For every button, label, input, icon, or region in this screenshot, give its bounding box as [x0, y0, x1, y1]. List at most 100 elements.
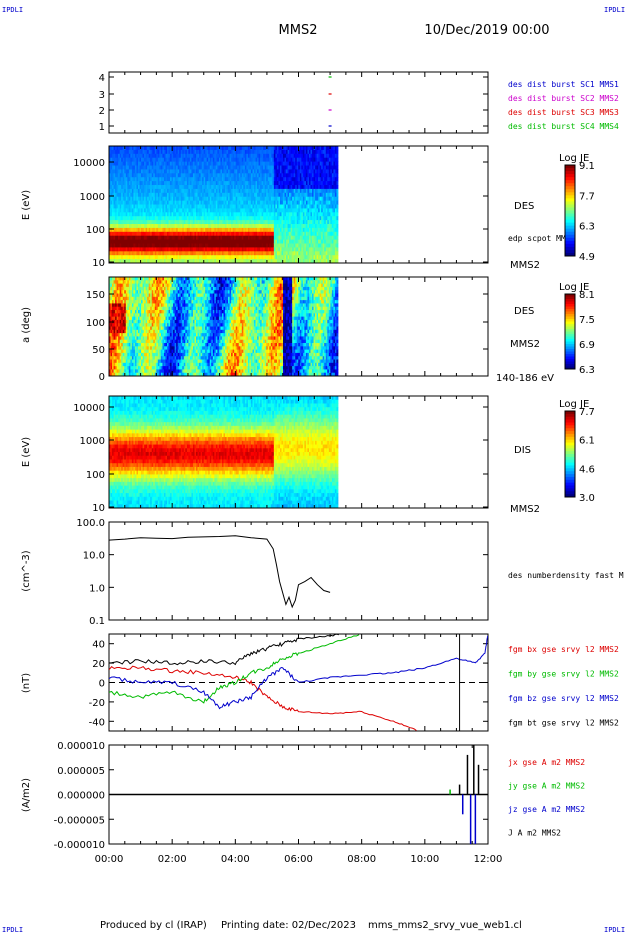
des-energy-panel-cell [250, 181, 253, 186]
des-energy-panel-cell [167, 177, 169, 182]
des-energy-panel-cell [154, 196, 157, 201]
des-energy-panel-cell [188, 243, 191, 248]
des-energy-panel-cell [276, 188, 279, 194]
des-energy-panel-cell [139, 247, 142, 252]
des-energy-panel-cell [322, 220, 325, 225]
des-energy-panel-cell [136, 188, 139, 194]
des-pitch-panel-cell [113, 310, 116, 314]
des-energy-panel-cell [319, 157, 322, 162]
des-energy-panel-cell [154, 259, 157, 264]
des-energy-panel-cell [154, 173, 157, 178]
des-energy-panel-cell [281, 239, 284, 244]
des-energy-panel-cell [261, 181, 264, 186]
des-pitch-panel-cell [124, 326, 127, 331]
des-energy-panel-cell [127, 173, 130, 178]
des-energy-panel-cell [284, 165, 287, 170]
des-energy-panel-cell [319, 220, 322, 225]
des-energy-panel-cell [125, 235, 128, 240]
des-energy-panel-cell [112, 200, 114, 205]
des-energy-panel-cell [225, 157, 227, 162]
des-pitch-panel-cell [122, 369, 125, 374]
des-energy-panel-cell [131, 169, 134, 174]
des-energy-panel-cell [318, 169, 321, 174]
des-energy-panel-cell [136, 243, 139, 248]
des-energy-panel-cell [125, 251, 128, 256]
des-energy-panel-cell [319, 181, 322, 186]
des-energy-panel-cell [205, 200, 208, 205]
des-energy-panel-cell [325, 208, 328, 213]
des-energy-panel-cell [295, 165, 298, 170]
des-energy-panel-cell [215, 235, 218, 240]
des-energy-panel-cell [281, 196, 284, 201]
des-energy-panel-cell [278, 165, 281, 170]
des-pitch-panel-cell [119, 362, 122, 367]
des-energy-panel-cell [179, 200, 182, 205]
des-energy-panel-cell [287, 185, 290, 190]
des-energy-panel-cell [119, 251, 122, 256]
des-energy-panel-cell [192, 165, 195, 170]
des-energy-panel-cell [116, 149, 119, 155]
des-energy-panel-cell [289, 247, 292, 252]
des-energy-panel-cell [121, 231, 124, 237]
des-energy-panel-cell [157, 231, 160, 237]
des-pitch-panel-cell [116, 362, 119, 367]
des-energy-panel-cell [199, 243, 201, 248]
des-energy-panel-cell [299, 255, 302, 260]
des-energy-panel-cell [293, 235, 296, 240]
des-energy-panel-cell [182, 243, 185, 248]
des-energy-panel-cell [206, 208, 209, 213]
des-energy-panel-cell [252, 192, 255, 198]
des-energy-panel-cell [229, 173, 232, 178]
des-energy-panel-cell [286, 165, 289, 170]
des-energy-panel-cell [168, 177, 171, 182]
des-pitch-panel-cell [110, 277, 113, 281]
des-energy-panel-cell [186, 212, 189, 217]
des-energy-panel-cell [298, 173, 301, 178]
des-energy-panel-cell [192, 243, 195, 248]
des-energy-panel-cell [160, 188, 163, 194]
des-energy-panel-cell [200, 224, 203, 229]
des-energy-panel-cell [113, 224, 116, 229]
des-pitch-panel-cell [109, 366, 111, 370]
des-energy-panel-cell [231, 231, 234, 237]
des-energy-panel-cell [260, 153, 263, 159]
des-energy-panel-cell [324, 146, 327, 151]
des-energy-panel-cell [109, 185, 111, 190]
des-energy-panel-cell [141, 181, 143, 186]
des-energy-panel-cell [258, 251, 261, 256]
des-energy-panel-cell [225, 149, 227, 155]
des-energy-panel-cell [128, 157, 131, 162]
des-energy-panel-cell [261, 149, 264, 155]
des-energy-panel-cell [264, 161, 267, 166]
des-energy-panel-cell [200, 255, 203, 260]
des-energy-panel-cell [121, 239, 124, 244]
des-energy-panel-cell [272, 153, 275, 159]
des-energy-panel-cell [226, 216, 229, 221]
des-energy-panel-cell [276, 149, 279, 155]
des-energy-panel-cell [148, 165, 151, 170]
des-energy-panel-cell [308, 161, 311, 166]
des-energy-panel-cell [174, 196, 177, 201]
des-energy-panel-cell [115, 243, 118, 248]
des-energy-panel-cell [185, 259, 188, 264]
des-energy-panel-cell [151, 224, 154, 229]
des-energy-panel-cell [159, 239, 162, 244]
des-energy-panel-cell [134, 255, 137, 260]
des-energy-panel-cell [272, 177, 275, 182]
des-energy-panel-cell [232, 208, 235, 213]
des-energy-panel-cell [318, 212, 321, 217]
des-energy-panel-cell [273, 169, 276, 174]
des-energy-panel-cell [157, 235, 160, 240]
des-energy-panel-cell [234, 157, 237, 162]
des-energy-panel-cell [263, 212, 266, 217]
des-energy-panel-cell [260, 181, 263, 186]
des-energy-panel-cell [278, 227, 281, 233]
des-energy-panel-cell [240, 212, 243, 217]
des-energy-panel-cell [250, 227, 253, 233]
des-energy-panel-cell [327, 157, 330, 162]
des-energy-panel-cell [177, 146, 180, 151]
des-energy-panel-cell [206, 239, 209, 244]
des-energy-panel-cell [142, 227, 145, 233]
des-energy-panel-cell [139, 161, 142, 166]
des-energy-panel-cell [199, 247, 201, 252]
